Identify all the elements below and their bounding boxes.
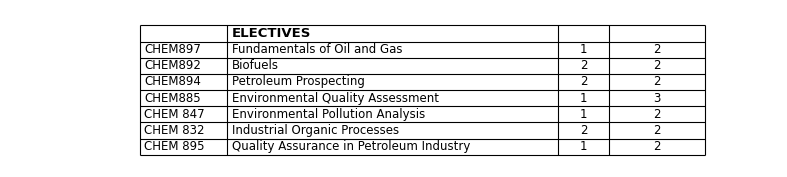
Text: 3: 3 (653, 92, 661, 105)
Text: CHEM 847: CHEM 847 (144, 108, 205, 121)
Text: CHEM 832: CHEM 832 (144, 124, 205, 137)
Text: 1: 1 (580, 43, 587, 56)
Text: 1: 1 (580, 140, 587, 153)
Text: 2: 2 (580, 75, 587, 88)
Text: ELECTIVES: ELECTIVES (231, 27, 311, 40)
Text: Petroleum Prospecting: Petroleum Prospecting (231, 75, 364, 88)
Text: Industrial Organic Processes: Industrial Organic Processes (231, 124, 399, 137)
Text: Environmental Pollution Analysis: Environmental Pollution Analysis (231, 108, 425, 121)
Text: CHEM897: CHEM897 (144, 43, 201, 56)
Text: 2: 2 (653, 59, 661, 72)
Text: 2: 2 (580, 59, 587, 72)
Text: Fundamentals of Oil and Gas: Fundamentals of Oil and Gas (231, 43, 402, 56)
Text: 2: 2 (653, 43, 661, 56)
Text: 2: 2 (653, 140, 661, 153)
Text: CHEM894: CHEM894 (144, 75, 201, 88)
Text: 1: 1 (580, 108, 587, 121)
Text: Quality Assurance in Petroleum Industry: Quality Assurance in Petroleum Industry (231, 140, 470, 153)
Text: 2: 2 (653, 75, 661, 88)
Text: CHEM 895: CHEM 895 (144, 140, 205, 153)
Text: 2: 2 (653, 124, 661, 137)
Text: Biofuels: Biofuels (231, 59, 279, 72)
Text: 2: 2 (580, 124, 587, 137)
Text: 1: 1 (580, 92, 587, 105)
Text: CHEM885: CHEM885 (144, 92, 201, 105)
Text: Environmental Quality Assessment: Environmental Quality Assessment (231, 92, 439, 105)
Text: CHEM892: CHEM892 (144, 59, 201, 72)
Text: 2: 2 (653, 108, 661, 121)
